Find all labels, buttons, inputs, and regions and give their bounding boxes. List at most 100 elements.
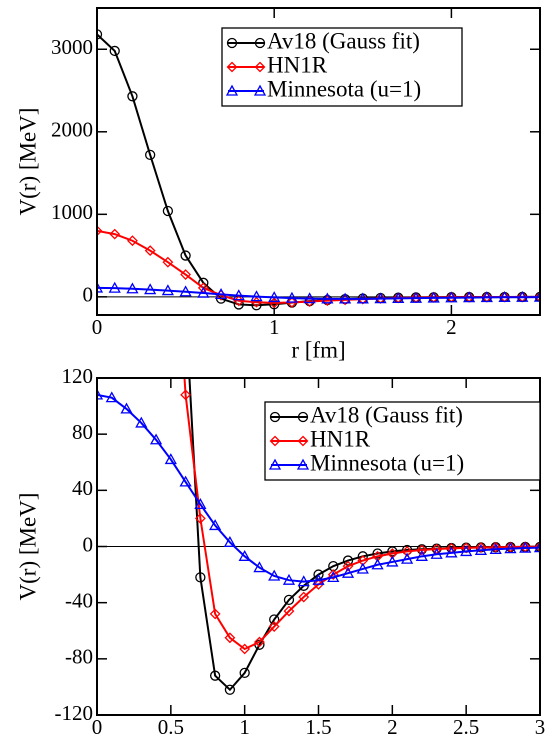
marker [516, 290, 529, 302]
series-line [97, 229, 540, 304]
marker [286, 297, 298, 308]
y-tick-label: -120 [55, 701, 94, 725]
x-tick-label: 1.5 [305, 715, 331, 739]
marker [357, 293, 369, 305]
marker [226, 37, 238, 49]
plot-frame [96, 377, 541, 716]
marker [498, 290, 511, 302]
y-tick-label: -80 [65, 645, 93, 669]
marker [415, 549, 428, 561]
marker [445, 291, 458, 303]
marker [179, 475, 192, 487]
marker [321, 292, 334, 304]
marker [534, 541, 540, 553]
marker [371, 558, 384, 570]
marker [386, 555, 399, 567]
marker [232, 289, 245, 301]
marker [392, 292, 405, 304]
marker [409, 291, 423, 303]
marker [297, 575, 310, 587]
marker [504, 542, 517, 554]
marker [283, 605, 295, 617]
legend-label: HN1R [267, 52, 328, 77]
marker [327, 569, 339, 581]
marker [356, 292, 369, 304]
marker [108, 281, 121, 293]
marker [179, 285, 192, 297]
marker [162, 256, 174, 268]
y-tick-label: 1000 [51, 200, 93, 224]
y-tick-label: 0 [83, 532, 94, 556]
marker [374, 292, 387, 304]
marker [238, 549, 251, 561]
marker [181, 303, 190, 312]
marker [164, 453, 177, 465]
marker [298, 591, 310, 603]
marker [209, 670, 221, 681]
marker [401, 545, 413, 557]
marker [105, 391, 118, 403]
marker [97, 388, 104, 400]
x-tick-label: 0.5 [158, 715, 184, 739]
x-tick-label: 3 [535, 715, 545, 739]
marker [533, 541, 540, 553]
marker [416, 544, 428, 556]
plot-area [97, 29, 540, 311]
marker [127, 235, 138, 247]
x-axis-label: r [fm] [291, 337, 345, 362]
y-tick-label: 3000 [51, 35, 93, 59]
legend-label: Av18 (Gauss fit) [267, 28, 420, 53]
y-axis-label: V(r) [MeV] [15, 108, 40, 216]
x-tick-label: 1 [269, 315, 280, 339]
marker [180, 389, 192, 401]
marker [180, 269, 192, 280]
marker [490, 541, 502, 553]
marker [223, 535, 237, 547]
marker [225, 84, 239, 96]
marker [109, 228, 121, 240]
marker [505, 541, 516, 553]
marker [341, 566, 355, 578]
marker [145, 149, 156, 161]
marker [313, 578, 324, 590]
marker [519, 541, 532, 553]
marker [194, 512, 206, 524]
x-tick-label: 0 [92, 315, 103, 339]
marker [480, 291, 493, 303]
marker [534, 291, 540, 303]
marker [445, 546, 458, 558]
marker [489, 542, 502, 554]
marker [372, 548, 383, 559]
y-tick-label: 120 [62, 364, 94, 388]
marker [144, 283, 157, 295]
marker [109, 45, 120, 57]
x-tick-label: 2.5 [453, 715, 479, 739]
marker [342, 555, 354, 566]
series-line [97, 393, 540, 583]
marker [195, 572, 206, 583]
legend-label: Av18 (Gauss fit) [310, 402, 463, 427]
marker [144, 245, 156, 257]
marker [312, 573, 325, 585]
marker [268, 621, 280, 632]
legend-label: Minnesota (u=1) [310, 450, 464, 475]
marker [214, 288, 228, 300]
legend-box [264, 401, 541, 481]
marker [269, 299, 280, 310]
marker [120, 402, 133, 414]
marker [254, 61, 266, 73]
marker [268, 291, 281, 303]
marker [474, 543, 488, 555]
y-tick-label: 40 [72, 476, 93, 500]
marker [269, 614, 280, 625]
marker [224, 632, 236, 644]
marker [180, 250, 191, 261]
marker [226, 61, 238, 73]
marker [97, 281, 104, 293]
marker [269, 411, 281, 423]
marker [297, 435, 309, 447]
y-tick-label: 2000 [51, 118, 93, 142]
marker [475, 542, 487, 553]
marker [127, 91, 138, 102]
